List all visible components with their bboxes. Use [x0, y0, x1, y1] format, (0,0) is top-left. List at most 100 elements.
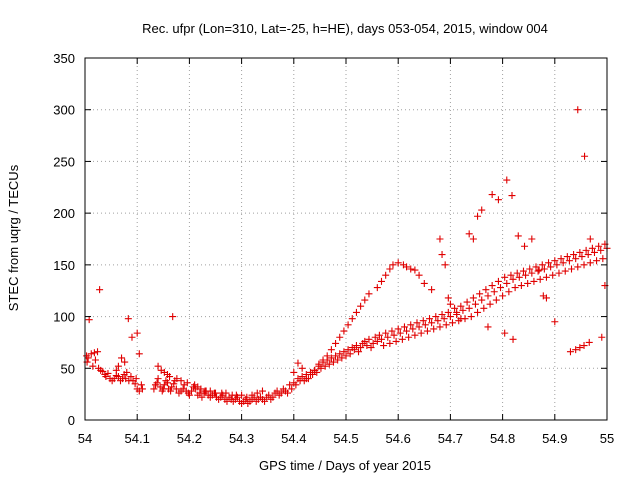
x-tick-label: 54.9 — [542, 431, 567, 446]
data-point — [415, 323, 423, 331]
data-point — [542, 273, 550, 281]
y-tick-label: 250 — [53, 154, 75, 169]
x-tick-label: 54 — [78, 431, 92, 446]
data-point — [499, 292, 507, 300]
data-point — [553, 261, 561, 269]
data-point — [389, 261, 397, 269]
data-point — [261, 397, 269, 405]
data-point — [298, 373, 306, 381]
data-point — [488, 282, 496, 290]
data-point — [89, 362, 97, 370]
data-point — [85, 316, 93, 324]
x-tick-label: 54.7 — [438, 431, 463, 446]
data-point — [396, 329, 404, 337]
data-point — [344, 346, 352, 354]
data-point — [400, 323, 408, 331]
data-point — [365, 335, 373, 343]
data-point — [96, 286, 104, 294]
data-point — [153, 379, 161, 387]
data-point — [599, 255, 607, 263]
data-point — [133, 329, 141, 337]
data-point — [363, 342, 371, 350]
data-point — [486, 300, 494, 308]
data-point — [315, 360, 323, 368]
data-point — [519, 267, 527, 275]
data-point — [526, 265, 534, 273]
data-point — [565, 257, 573, 265]
data-point — [352, 308, 360, 316]
data-point — [501, 273, 509, 281]
data-point — [183, 379, 191, 387]
data-point — [173, 375, 181, 383]
data-point — [112, 366, 120, 374]
data-point — [114, 373, 122, 381]
data-point — [547, 263, 555, 271]
data-point — [405, 333, 413, 341]
data-point — [593, 257, 601, 265]
data-point — [118, 354, 126, 362]
data-point — [403, 327, 411, 335]
data-point — [478, 206, 486, 214]
data-point — [459, 306, 467, 314]
data-point — [338, 354, 346, 362]
data-point — [446, 300, 454, 308]
data-point — [336, 350, 344, 358]
data-point — [561, 267, 569, 275]
data-point — [135, 350, 143, 358]
data-point — [448, 319, 456, 327]
data-point — [436, 235, 444, 243]
data-point — [566, 348, 574, 356]
data-point — [127, 373, 135, 381]
data-point — [530, 277, 538, 285]
data-point — [549, 271, 557, 279]
data-point — [535, 266, 543, 274]
chart-title: Rec. ufpr (Lon=310, Lat=-25, h=HE), days… — [142, 21, 548, 36]
data-point — [386, 265, 394, 273]
x-tick-label: 55 — [600, 431, 614, 446]
data-point — [348, 315, 356, 323]
y-axis-ticks: 0 50 100 150 200 250 300 350 — [53, 51, 607, 428]
data-point — [419, 317, 427, 325]
data-point — [438, 251, 446, 259]
data-point — [503, 279, 511, 287]
data-point — [444, 294, 452, 302]
x-tick-label: 54.2 — [177, 431, 202, 446]
data-point — [332, 352, 340, 360]
data-point — [321, 362, 329, 370]
data-point — [384, 333, 392, 341]
data-point — [438, 311, 446, 319]
data-point — [484, 323, 492, 331]
data-point — [177, 377, 185, 385]
data-point — [528, 269, 536, 277]
data-point — [514, 232, 522, 240]
data-point — [206, 387, 214, 395]
data-point — [394, 325, 402, 333]
data-point — [557, 255, 565, 263]
data-point — [545, 259, 553, 267]
data-point — [471, 300, 479, 308]
data-point — [597, 246, 605, 254]
data-point — [197, 385, 205, 393]
data-point — [409, 325, 417, 333]
data-point — [327, 346, 335, 354]
data-point — [114, 362, 122, 370]
data-point — [413, 319, 421, 327]
data-point — [568, 265, 576, 273]
data-point — [521, 242, 529, 250]
data-point — [492, 296, 500, 304]
data-point — [361, 337, 369, 345]
data-point — [507, 271, 515, 279]
data-point — [258, 387, 266, 395]
data-point — [344, 321, 352, 329]
data-point — [586, 235, 594, 243]
data-point — [273, 387, 281, 395]
data-point — [248, 391, 256, 399]
data-point — [355, 348, 363, 356]
data-point — [501, 329, 509, 337]
y-tick-label: 200 — [53, 206, 75, 221]
data-point — [336, 333, 344, 341]
data-point — [574, 106, 582, 114]
data-point — [132, 375, 140, 383]
data-point — [284, 389, 292, 397]
data-point — [340, 327, 348, 335]
